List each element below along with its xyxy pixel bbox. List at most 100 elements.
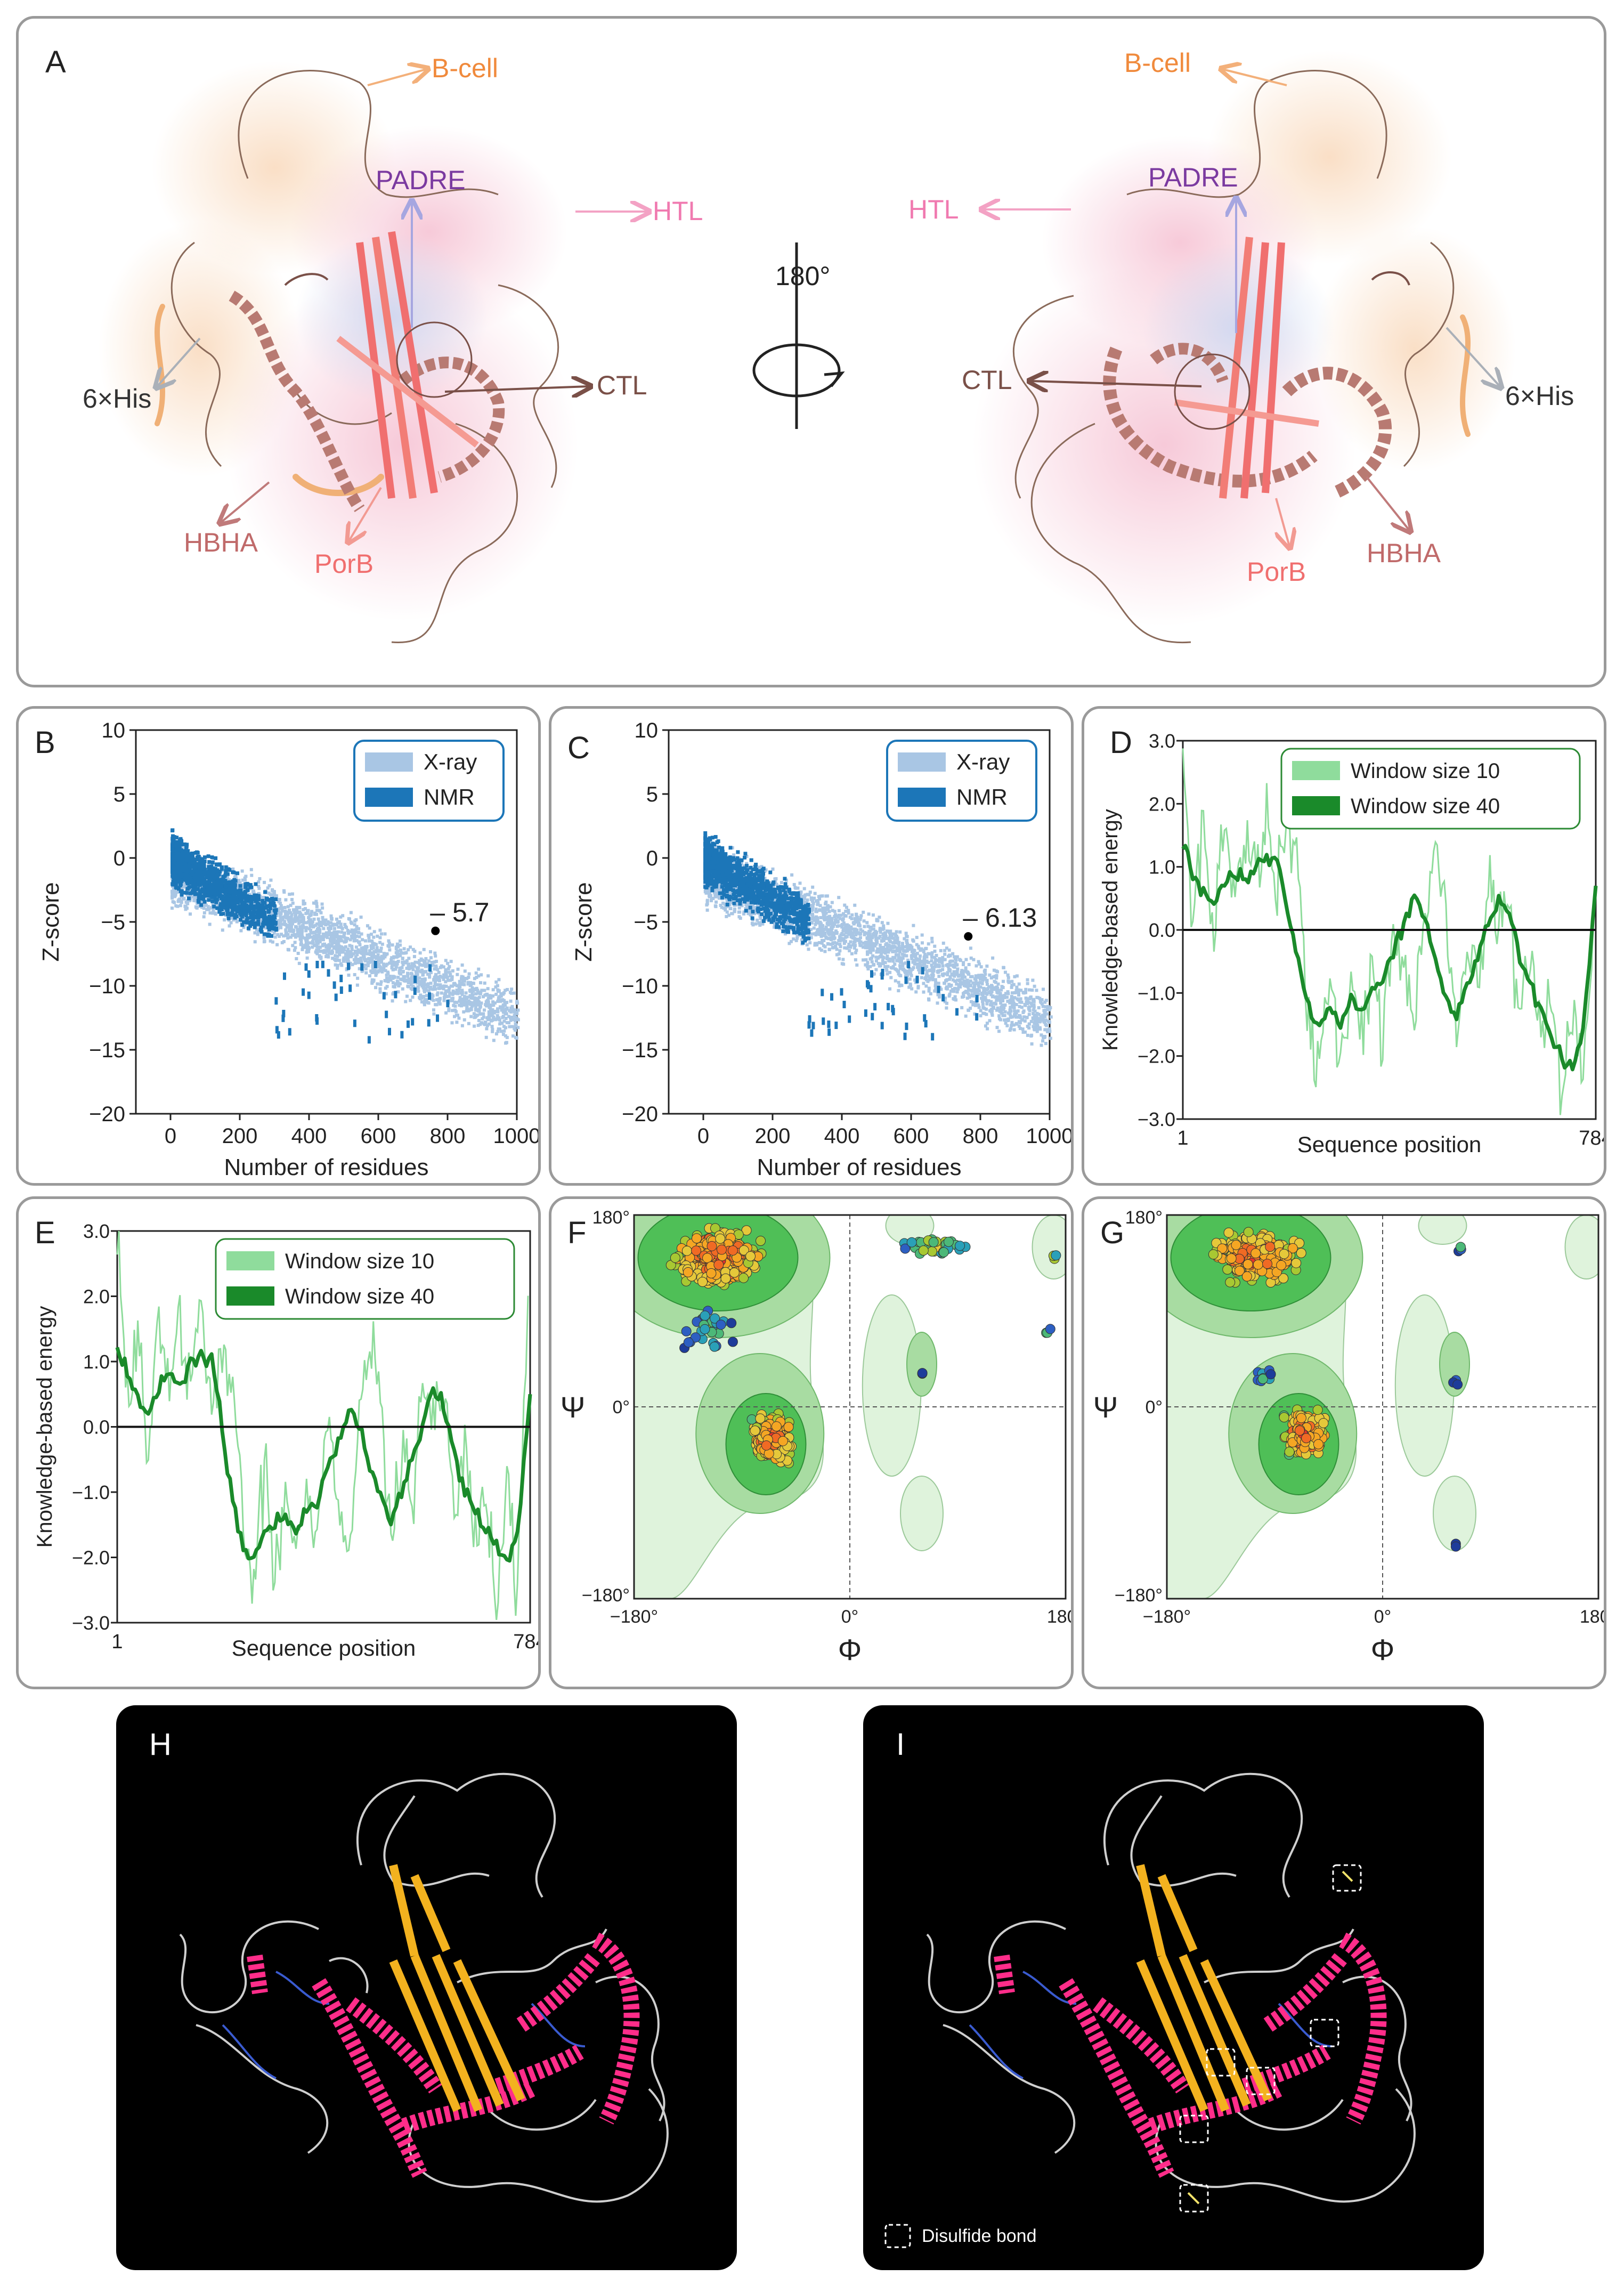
- xray-point: [1012, 983, 1016, 986]
- nmr-point: [215, 874, 220, 878]
- xray-point: [364, 939, 368, 943]
- nmr-point: [222, 902, 226, 906]
- xray-point: [473, 999, 477, 1002]
- xray-point: [379, 968, 383, 971]
- nmr-point: [259, 908, 264, 912]
- nmr-point: [266, 925, 271, 929]
- xray-point: [177, 898, 181, 902]
- xray-point: [489, 1009, 492, 1013]
- xray-point: [304, 912, 308, 916]
- xray-point: [915, 962, 919, 966]
- xray-point: [355, 953, 359, 957]
- xray-point: [378, 928, 382, 932]
- xray-point: [267, 884, 271, 888]
- xray-point: [474, 992, 477, 995]
- xray-point: [232, 918, 236, 922]
- nmr-point: [218, 889, 223, 893]
- xray-point: [279, 926, 283, 929]
- xray-point: [818, 925, 822, 928]
- xray-point: [434, 987, 437, 991]
- xray-point: [455, 984, 459, 987]
- xray-point: [411, 947, 415, 951]
- panel-label-c: C: [567, 731, 590, 765]
- xray-point: [420, 981, 424, 984]
- xray-point: [775, 882, 778, 886]
- xray-point: [370, 982, 374, 985]
- nmr-point: [400, 1031, 404, 1039]
- xray-point: [442, 973, 446, 977]
- xray-point: [326, 936, 329, 939]
- panel-a-structures: B-cell PADRE HTL 6×His CTL HBHA PorB 180…: [83, 48, 1574, 644]
- xray-point: [514, 1024, 517, 1028]
- xray-point: [332, 945, 336, 949]
- xray-point: [456, 1014, 459, 1017]
- xray-point: [977, 1006, 981, 1009]
- nmr-point: [274, 908, 278, 912]
- xray-point: [321, 932, 325, 936]
- xray-point: [174, 904, 178, 908]
- xray-point: [336, 966, 339, 970]
- xray-point: [321, 919, 325, 922]
- xray-point: [462, 1018, 466, 1022]
- xray-point: [821, 894, 824, 898]
- xray-point: [235, 887, 239, 890]
- xray-point: [335, 923, 339, 927]
- nmr-point: [184, 852, 188, 856]
- xray-point: [462, 1003, 466, 1007]
- xray-point: [327, 955, 330, 959]
- xray-point: [462, 1000, 466, 1004]
- xray-point: [405, 959, 409, 962]
- xray-point: [294, 913, 298, 917]
- xray-point: [965, 996, 969, 1000]
- xray-point: [817, 895, 821, 898]
- y-axis-label: Z-score: [38, 882, 64, 961]
- xray-point: [1003, 994, 1006, 998]
- xray-point: [403, 960, 407, 964]
- xray-point: [306, 909, 310, 912]
- xray-point: [985, 1022, 989, 1025]
- xray-point: [257, 880, 261, 884]
- xray-point: [440, 991, 443, 995]
- nmr-point: [242, 920, 246, 924]
- nmr-point: [197, 893, 201, 897]
- xray-point: [969, 1007, 972, 1010]
- xray-point: [291, 928, 295, 932]
- xray-point: [296, 931, 299, 935]
- xray-point: [355, 939, 359, 943]
- xray-point: [967, 963, 971, 966]
- xray-point: [473, 1024, 476, 1028]
- xray-point: [348, 938, 352, 942]
- xray-point: [375, 946, 379, 950]
- xray-point: [490, 1003, 494, 1007]
- xray-point: [459, 1004, 463, 1008]
- xray-point: [279, 901, 282, 905]
- xray-point: [271, 940, 274, 944]
- xray-point: [483, 1023, 486, 1026]
- nmr-point: [367, 1036, 371, 1044]
- nmr-point: [243, 902, 247, 906]
- nmr-point: [265, 897, 269, 902]
- nmr-point: [263, 932, 267, 936]
- nmr-point: [231, 898, 235, 902]
- label-his-left: 6×His: [83, 384, 151, 414]
- nmr-point: [181, 861, 185, 865]
- nmr-point: [218, 908, 222, 912]
- xray-point: [922, 948, 925, 952]
- xray-point: [327, 932, 330, 935]
- xray-point: [453, 1015, 457, 1018]
- xray-point: [984, 1024, 987, 1028]
- xray-point: [407, 977, 411, 981]
- xray-point: [1030, 988, 1034, 992]
- nmr-point: [234, 897, 239, 902]
- nmr-point: [214, 884, 218, 888]
- nmr-point: [193, 892, 197, 896]
- nmr-point: [251, 904, 256, 909]
- xray-point: [469, 982, 473, 985]
- xray-point: [251, 890, 255, 894]
- nmr-point: [213, 891, 217, 895]
- nmr-point: [339, 975, 343, 983]
- xray-point: [917, 946, 921, 950]
- xray-point: [257, 887, 261, 890]
- xray-point: [512, 991, 516, 995]
- xray-point: [323, 942, 327, 946]
